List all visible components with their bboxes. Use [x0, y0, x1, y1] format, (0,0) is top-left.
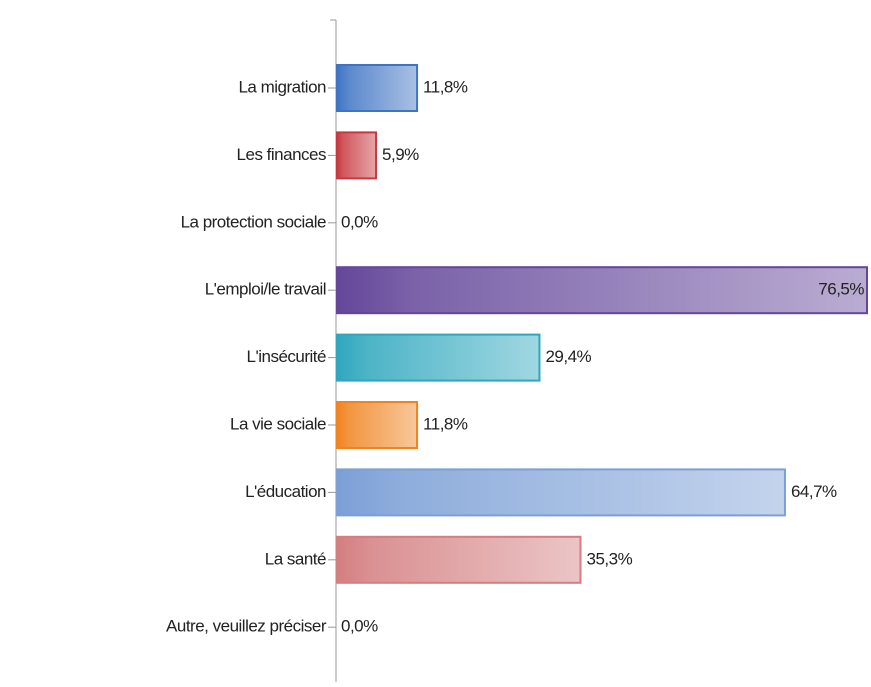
y-tick-label: La protection sociale — [181, 212, 326, 231]
y-tick-label: La santé — [265, 549, 326, 568]
data-label: 5,9% — [382, 145, 419, 164]
bar — [336, 468, 786, 517]
y-tick-label: L'éducation — [245, 482, 326, 501]
y-tick-label: Les finances — [237, 145, 326, 164]
bar — [336, 266, 868, 315]
bar — [336, 333, 541, 382]
y-tick-label: La vie sociale — [230, 414, 326, 433]
data-label: 11,8% — [423, 77, 468, 96]
bar — [336, 64, 419, 112]
bar — [336, 535, 582, 584]
data-label: 11,8% — [423, 414, 468, 433]
y-tick-label: L'insécurité — [247, 347, 327, 366]
data-label: 76,5% — [818, 280, 864, 299]
y-tick-label: La migration — [238, 77, 326, 96]
data-label: 64,7% — [791, 482, 837, 501]
bar — [336, 401, 419, 449]
bar — [336, 131, 378, 180]
data-label: 0,0% — [341, 212, 378, 231]
data-label: 0,0% — [341, 617, 378, 636]
y-tick-label: Autre, veuillez préciser — [166, 617, 327, 636]
y-tick-label: L'emploi/le travail — [205, 280, 326, 299]
data-label: 29,4% — [545, 347, 591, 366]
data-label: 35,3% — [586, 549, 632, 568]
